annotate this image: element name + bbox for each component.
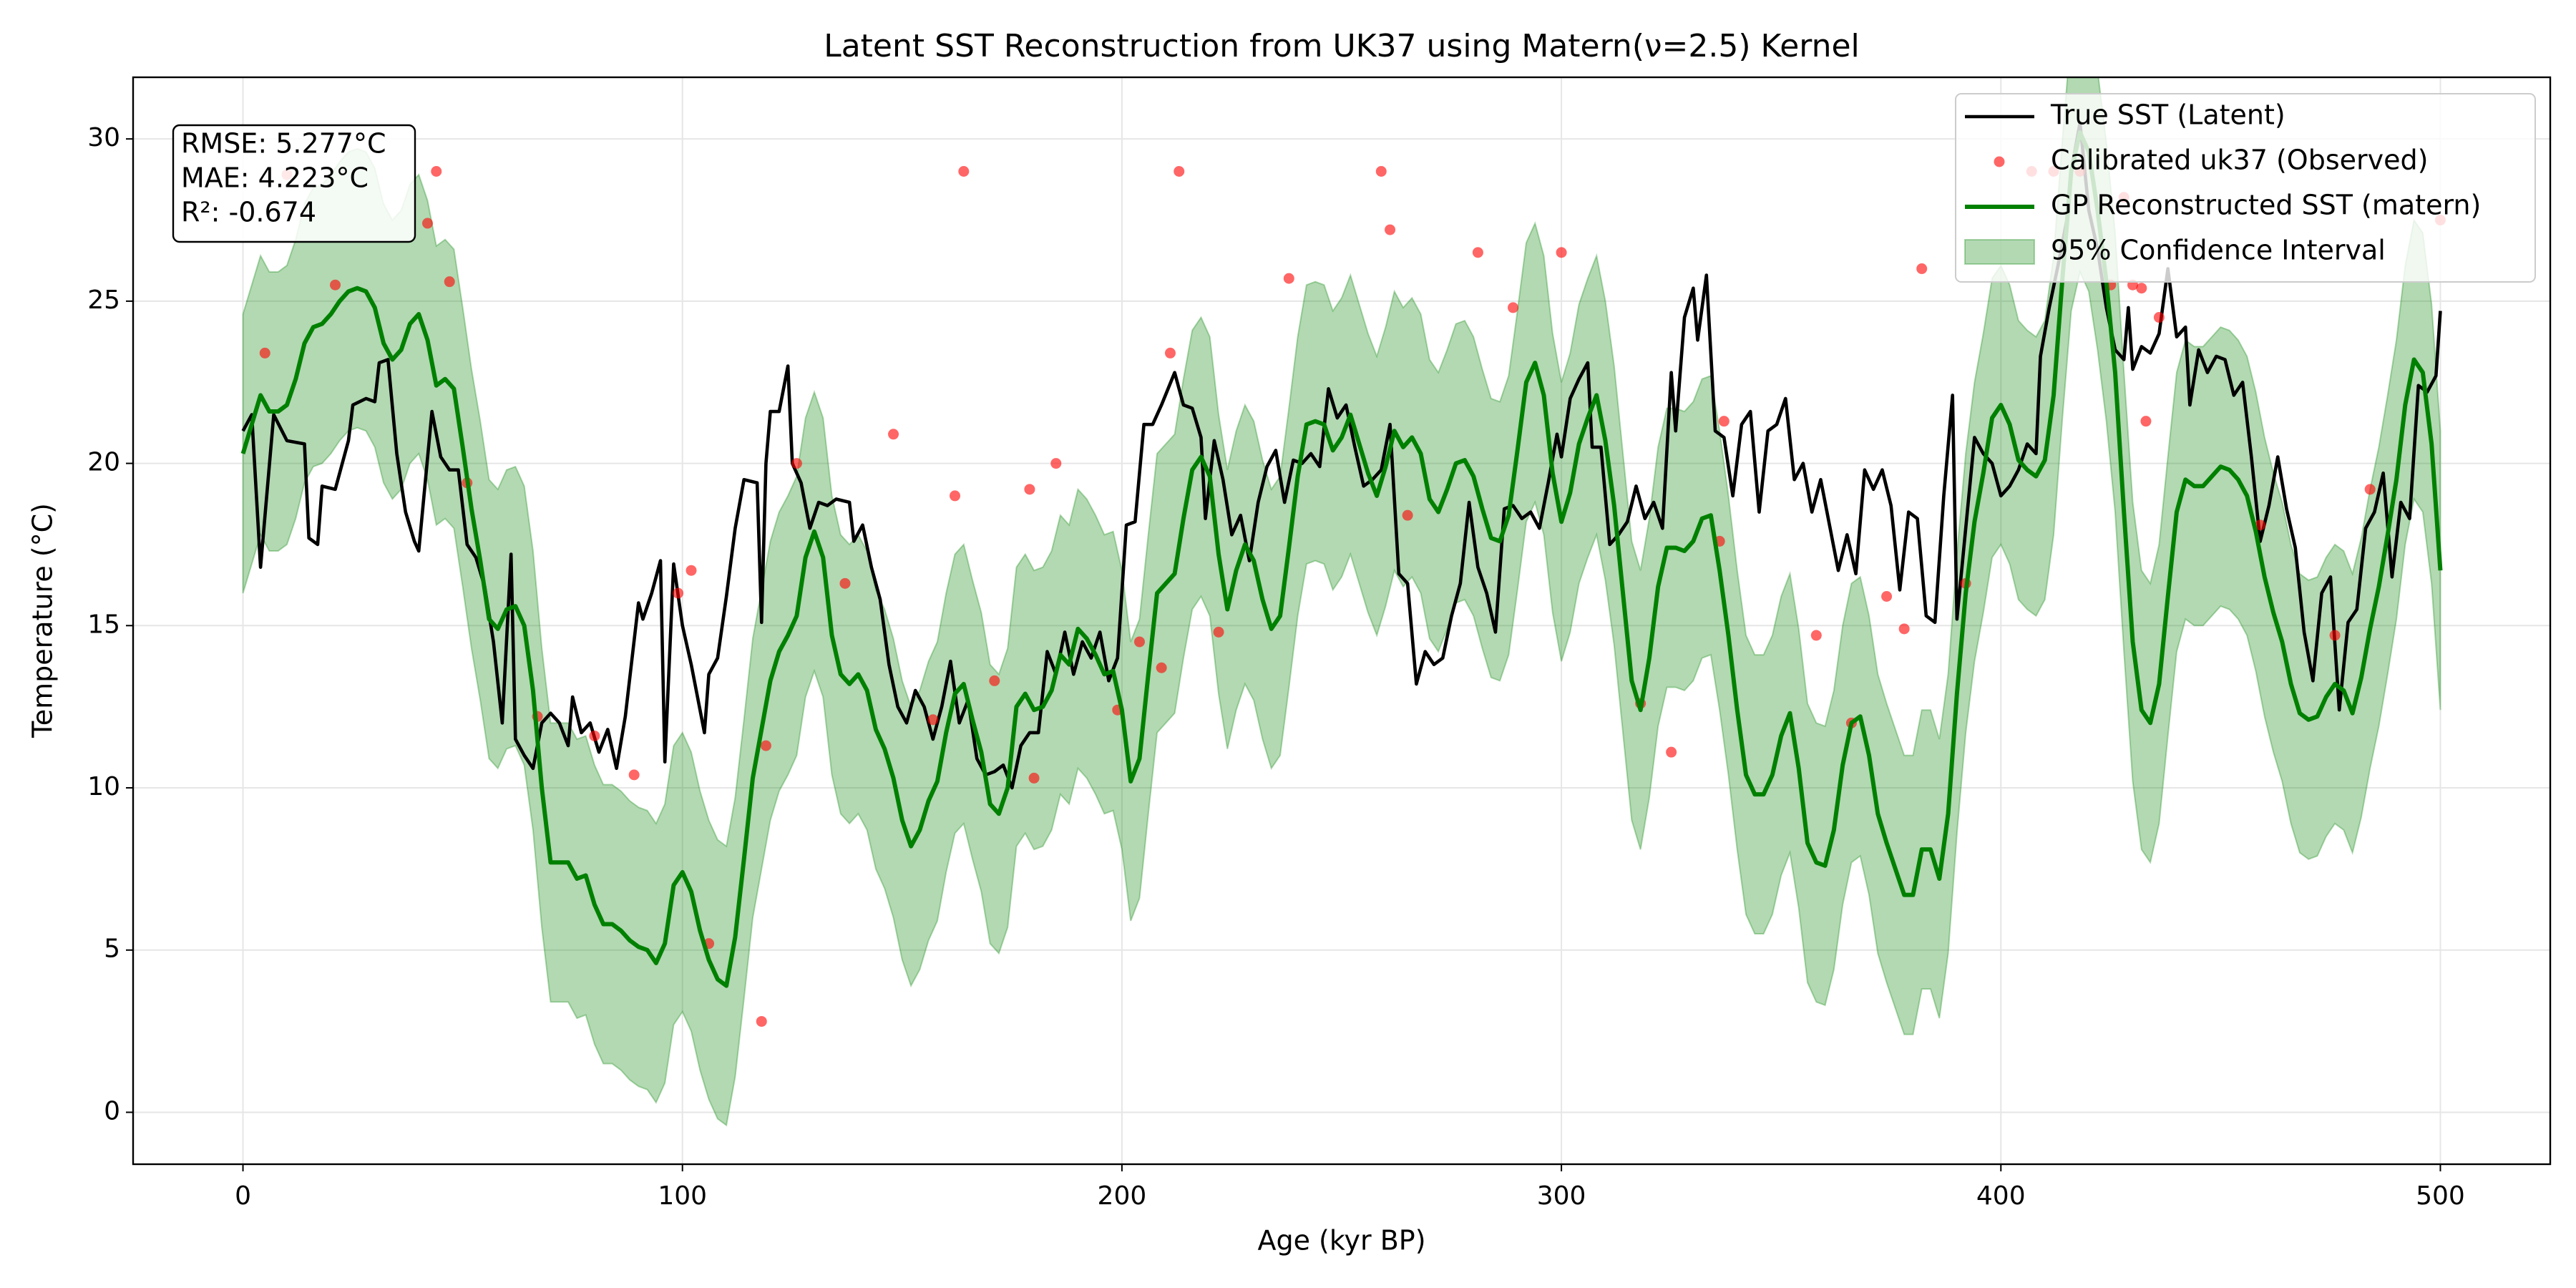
stats-text: MAE: 4.223°C bbox=[181, 162, 369, 194]
y-tick-label: 10 bbox=[87, 772, 120, 801]
legend-label: Calibrated uk37 (Observed) bbox=[2051, 145, 2428, 176]
data-point bbox=[2255, 519, 2266, 531]
data-point bbox=[950, 490, 961, 502]
data-point bbox=[628, 769, 640, 781]
data-point bbox=[259, 347, 270, 358]
x-tick-label: 0 bbox=[235, 1181, 251, 1211]
data-point bbox=[1718, 416, 1729, 427]
legend-label: 95% Confidence Interval bbox=[2051, 235, 2386, 266]
legend-label: True SST (Latent) bbox=[2050, 99, 2285, 131]
confidence-band bbox=[242, 77, 2441, 1127]
data-point bbox=[2329, 630, 2341, 641]
data-point bbox=[1556, 247, 1567, 258]
y-tick-label: 15 bbox=[87, 610, 120, 639]
data-point bbox=[756, 1015, 767, 1027]
chart-title: Latent SST Reconstruction from UK37 usin… bbox=[824, 28, 1860, 64]
data-point bbox=[330, 279, 341, 291]
data-point bbox=[1024, 484, 1035, 495]
data-point bbox=[589, 730, 600, 741]
data-point bbox=[1810, 630, 1822, 641]
data-point bbox=[1508, 302, 1519, 313]
data-point bbox=[1898, 623, 1910, 635]
x-tick-label: 500 bbox=[2416, 1181, 2465, 1211]
data-point bbox=[1375, 165, 1387, 177]
y-tick-label: 20 bbox=[87, 448, 120, 477]
x-tick-label: 100 bbox=[658, 1181, 707, 1211]
legend-label: GP Reconstructed SST (matern) bbox=[2051, 190, 2481, 221]
data-point bbox=[2140, 416, 2152, 427]
data-point bbox=[1213, 626, 1224, 638]
stats-text: R²: -0.674 bbox=[181, 197, 316, 228]
legend-patch bbox=[1964, 239, 2035, 265]
data-point bbox=[1156, 662, 1167, 673]
y-tick-label: 0 bbox=[104, 1096, 120, 1126]
data-point bbox=[958, 165, 970, 177]
data-point bbox=[927, 714, 939, 726]
legend-box bbox=[1955, 93, 2536, 283]
data-point bbox=[1881, 590, 1893, 602]
data-point bbox=[1283, 273, 1294, 284]
y-tick-label: 25 bbox=[87, 286, 120, 315]
data-point bbox=[1916, 263, 1928, 275]
axes-frame bbox=[132, 76, 2552, 1166]
data-point bbox=[422, 218, 434, 229]
data-point bbox=[989, 675, 1000, 686]
data-point bbox=[839, 577, 851, 589]
data-point bbox=[2364, 484, 2376, 495]
data-point bbox=[2136, 283, 2147, 294]
x-tick-label: 300 bbox=[1537, 1181, 1586, 1211]
data-point bbox=[1028, 772, 1040, 784]
y-tick-label: 30 bbox=[87, 123, 120, 152]
x-tick-label: 200 bbox=[1098, 1181, 1147, 1211]
x-tick-label: 400 bbox=[1976, 1181, 2026, 1211]
data-point bbox=[673, 587, 684, 599]
y-tick-label: 5 bbox=[104, 935, 120, 964]
data-point bbox=[431, 165, 442, 177]
data-point bbox=[444, 276, 455, 288]
data-point bbox=[1472, 247, 1483, 258]
data-point bbox=[760, 740, 771, 751]
data-point bbox=[1385, 224, 1396, 235]
x-axis-label: Age (kyr BP) bbox=[1257, 1225, 1425, 1257]
stats-box bbox=[172, 124, 416, 243]
data-point bbox=[888, 429, 899, 440]
data-point bbox=[1666, 746, 1677, 758]
data-point bbox=[1050, 458, 1062, 469]
data-point bbox=[1164, 347, 1176, 358]
stats-text: RMSE: 5.277°C bbox=[181, 128, 386, 160]
data-point bbox=[1133, 636, 1145, 648]
data-point bbox=[791, 458, 802, 469]
legend-marker bbox=[1994, 156, 2005, 167]
data-point bbox=[1174, 165, 1185, 177]
y-axis-label: Temperature (°C) bbox=[27, 503, 59, 738]
data-point bbox=[2153, 312, 2165, 323]
data-point bbox=[686, 565, 697, 576]
data-point bbox=[1402, 509, 1413, 521]
